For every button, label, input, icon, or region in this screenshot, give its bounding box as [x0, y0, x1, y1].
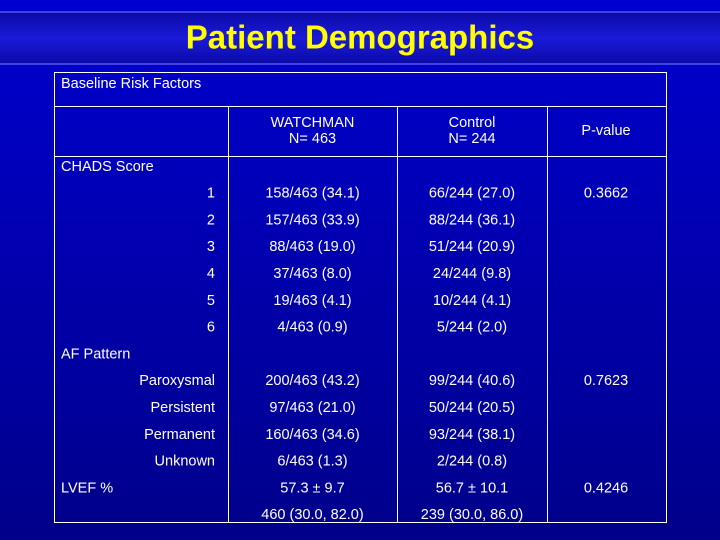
cell: 93/244 (38.1) [429, 427, 515, 443]
cell: 6/463 (1.3) [277, 454, 347, 470]
cell: 24/244 (9.8) [433, 266, 511, 282]
cell: 0.7623 [584, 373, 628, 389]
cell: 19/463 (4.1) [273, 293, 351, 309]
cell: 200/463 (43.2) [265, 373, 359, 389]
cell: 0.4246 [584, 480, 628, 496]
cell: 10/244 (4.1) [433, 293, 511, 309]
cell: 37/463 (8.0) [273, 266, 351, 282]
column-header: N= 244 [448, 131, 495, 147]
column-header: WATCHMAN [271, 115, 355, 131]
row-label: 2 [207, 212, 215, 228]
cell: 2/244 (0.8) [437, 454, 507, 470]
cell: 158/463 (34.1) [265, 186, 359, 202]
cell: 160/463 (34.6) [265, 427, 359, 443]
cell: 66/244 (27.0) [429, 186, 515, 202]
row-label: 1 [207, 186, 215, 202]
cell: 51/244 (20.9) [429, 239, 515, 255]
cell: 5/244 (2.0) [437, 320, 507, 336]
cell: 4/463 (0.9) [277, 320, 347, 336]
row-label: Unknown [155, 454, 215, 470]
cell: 239 (30.0, 86.0) [421, 507, 523, 523]
column-header: P-value [581, 123, 630, 139]
cell: 0.3662 [584, 186, 628, 202]
title-band [0, 12, 720, 64]
cell: 99/244 (40.6) [429, 373, 515, 389]
cell: 88/244 (36.1) [429, 212, 515, 228]
cell: 157/463 (33.9) [265, 212, 359, 228]
row-label: Paroxysmal [139, 373, 215, 389]
cell: 97/463 (21.0) [269, 400, 355, 416]
table-border [54, 72, 667, 523]
cell: 50/244 (20.5) [429, 400, 515, 416]
cell: 56.7 ± 10.1 [436, 480, 508, 496]
cell: 57.3 ± 9.7 [280, 480, 344, 496]
cell: 88/463 (19.0) [269, 239, 355, 255]
group-label: AF Pattern [61, 346, 130, 362]
column-header: Control [449, 115, 496, 131]
group-label: CHADS Score [61, 159, 154, 175]
row-label: Permanent [144, 427, 215, 443]
row-label: 6 [207, 320, 215, 336]
cell: 460 (30.0, 82.0) [261, 507, 363, 523]
row-label: Persistent [151, 400, 215, 416]
group-label: LVEF % [61, 480, 113, 496]
slide-title: Patient Demographics [186, 19, 534, 56]
row-label: 5 [207, 293, 215, 309]
column-header: N= 463 [289, 131, 336, 147]
row-label: 3 [207, 239, 215, 255]
row-label: 4 [207, 266, 215, 282]
table-caption: Baseline Risk Factors [61, 76, 201, 92]
